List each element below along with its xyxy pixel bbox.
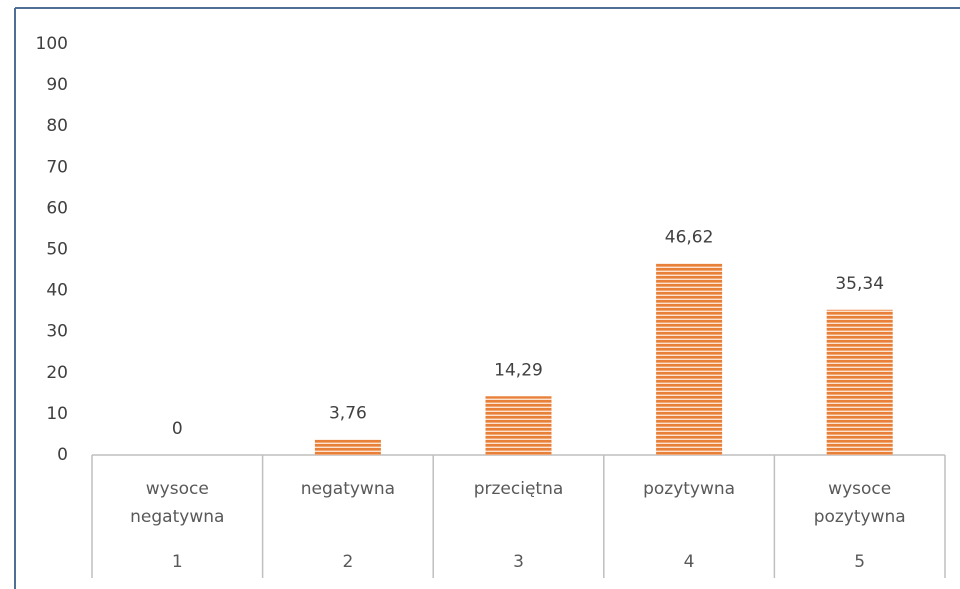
bar [826, 309, 893, 455]
category-label: negatywna [300, 479, 396, 499]
y-tick-label: 40 [46, 281, 68, 301]
y-tick-label: 10 [46, 404, 68, 424]
y-tick-label: 50 [46, 240, 68, 260]
value-label: 46,62 [665, 227, 714, 247]
y-tick-label: 60 [46, 198, 68, 218]
value-label: 3,76 [329, 404, 367, 424]
y-tick-label: 30 [46, 322, 68, 342]
y-tick-label: 70 [46, 157, 68, 177]
value-label: 14,29 [494, 360, 543, 380]
bar [656, 263, 723, 455]
y-tick-label: 90 [46, 75, 68, 95]
y-tick-label: 20 [46, 363, 68, 383]
value-label: 0 [172, 419, 183, 439]
y-tick-label: 100 [36, 34, 68, 54]
bar [314, 439, 381, 455]
value-label: 35,34 [835, 274, 884, 294]
category-label: wysoce pozytywna [813, 479, 906, 527]
bar [485, 396, 552, 455]
y-tick-label: 80 [46, 116, 68, 136]
y-tick-label: 0 [57, 445, 68, 465]
subcategory-label: 4 [683, 552, 695, 572]
subcategory-label: 2 [342, 552, 354, 572]
subcategory-label: 5 [854, 552, 866, 572]
category-label: wysoce negatywna [130, 479, 225, 527]
subcategory-label: 3 [513, 552, 524, 572]
category-label: pozytywna [643, 479, 736, 499]
subcategory-label: 1 [171, 552, 183, 572]
category-label: przeciętna [473, 479, 564, 499]
